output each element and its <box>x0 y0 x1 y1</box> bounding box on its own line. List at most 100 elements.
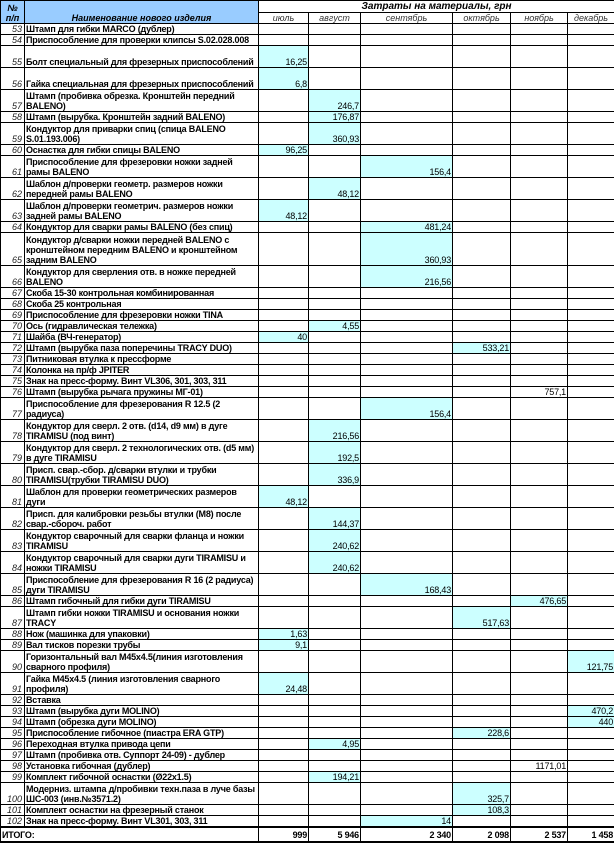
cost-cell-сентябрь <box>360 771 453 783</box>
header-month: ноябрь <box>510 12 568 24</box>
cost-cell-декабрь <box>566 441 614 464</box>
cost-cell-июль <box>258 298 309 310</box>
cost-cell-ноябрь: 476,65 <box>510 595 568 607</box>
cost-cell-октябрь <box>452 89 511 112</box>
cost-cell-сентябрь <box>360 628 453 640</box>
cost-cell-сентябрь <box>360 45 453 68</box>
cost-cell-сентябрь: 360,93 <box>360 232 453 266</box>
cost-cell-декабрь <box>566 672 614 695</box>
cost-cell-октябрь <box>452 639 511 651</box>
cost-cell-декабрь <box>566 232 614 266</box>
cost-cell-октябрь <box>452 529 511 552</box>
cost-cell-сентябрь <box>360 705 453 717</box>
row-number: 90 <box>0 650 25 673</box>
row-number: 83 <box>0 529 25 552</box>
cost-cell-август <box>308 155 361 178</box>
cost-cell-ноябрь <box>510 606 568 629</box>
table-row: 75 Знак на пресс-форму. Винт VL306, 301, … <box>0 375 614 387</box>
cost-cell-август <box>308 298 361 310</box>
table-row: 56 Гайка специальная для фрезерных приспо… <box>0 67 614 90</box>
item-name: Штамп (вырубка дуги MOLINO) <box>24 705 259 717</box>
row-number: 98 <box>0 760 25 772</box>
cost-cell-ноябрь <box>510 364 568 376</box>
cost-cell-октябрь <box>452 199 511 222</box>
cost-cell-сентябрь <box>360 342 453 354</box>
cost-cell-июль <box>258 573 309 596</box>
row-number: 61 <box>0 155 25 178</box>
cost-cell-август: 144,37 <box>308 507 361 530</box>
cost-cell-август <box>308 309 361 321</box>
row-number: 73 <box>0 353 25 365</box>
cost-cell-ноябрь <box>510 177 568 200</box>
cost-cell-август <box>308 595 361 607</box>
cost-cell-ноябрь <box>510 375 568 387</box>
cost-cell-июль <box>258 694 309 706</box>
cost-cell-сентябрь <box>360 298 453 310</box>
row-number: 92 <box>0 694 25 706</box>
table-row: 66 Кондуктор для сверления отв. в ножке п… <box>0 265 614 288</box>
cost-cell-декабрь: 121,75 <box>566 650 614 673</box>
cost-cell-август <box>308 650 361 673</box>
header-num-pp: п/п <box>0 12 25 24</box>
total-label: ИТОГО: <box>0 826 259 843</box>
cost-cell-июль <box>258 309 309 321</box>
cost-cell-декабрь: 470,2 <box>566 705 614 717</box>
header-name: Наименование нового изделия <box>24 12 259 24</box>
cost-cell-июль <box>258 815 309 828</box>
cost-cell-октябрь <box>452 595 511 607</box>
cost-cell-декабрь <box>566 331 614 343</box>
table-row: 68 Скоба 25 контрольная <box>0 298 614 310</box>
cost-cell-октябрь <box>452 287 511 299</box>
table-row: 79 Кондуктор для сверл. 2 технологических… <box>0 441 614 464</box>
cost-cell-август <box>308 485 361 508</box>
cost-cell-октябрь <box>452 45 511 68</box>
cost-cell-октябрь <box>452 67 511 90</box>
cost-cell-сентябрь: 216,56 <box>360 265 453 288</box>
cost-cell-декабрь <box>566 89 614 112</box>
cost-cell-ноябрь <box>510 694 568 706</box>
table-row: 98 Установка гибочная (дублер) 1171,01 <box>0 760 614 772</box>
item-name: Штамп гибочный для гибки дуги TIRAMISU <box>24 595 259 607</box>
cost-cell-октябрь <box>452 628 511 640</box>
table-row: 70 Ось (гидравлическая тележка) 4,55 <box>0 320 614 332</box>
row-number: 56 <box>0 67 25 90</box>
cost-cell-ноябрь <box>510 397 568 420</box>
cost-cell-октябрь <box>452 23 511 35</box>
cost-cell-июль <box>258 111 309 123</box>
cost-cell-ноябрь <box>510 639 568 651</box>
item-name: Кондуктор для сверл. 2 технологических о… <box>24 441 259 464</box>
cost-cell-октябрь <box>452 122 511 145</box>
cost-cell-ноябрь <box>510 573 568 596</box>
row-number: 77 <box>0 397 25 420</box>
cost-cell-июль <box>258 551 309 574</box>
cost-cell-август <box>308 34 361 46</box>
cost-cell-ноябрь <box>510 111 568 123</box>
cost-cell-август: 176,87 <box>308 111 361 123</box>
cost-cell-август <box>308 782 361 805</box>
cost-cell-октябрь <box>452 364 511 376</box>
cost-cell-июль <box>258 265 309 288</box>
table-row: 85 Приспособление для фрезерования R 16 (… <box>0 573 614 596</box>
row-number: 64 <box>0 221 25 233</box>
cost-cell-декабрь <box>566 397 614 420</box>
cost-cell-июль <box>258 232 309 266</box>
cost-cell-август <box>308 716 361 728</box>
cost-cell-ноябрь <box>510 507 568 530</box>
cost-cell-октябрь <box>452 232 511 266</box>
row-number: 62 <box>0 177 25 200</box>
cost-cell-декабрь <box>566 551 614 574</box>
row-number: 67 <box>0 287 25 299</box>
cost-cell-декабрь <box>566 353 614 365</box>
cost-cell-ноябрь <box>510 23 568 35</box>
cost-cell-октябрь <box>452 760 511 772</box>
row-number: 93 <box>0 705 25 717</box>
row-number: 55 <box>0 45 25 68</box>
item-name: Приспособление для проверки клипсы S.02.… <box>24 34 259 46</box>
cost-cell-июль <box>258 716 309 728</box>
cost-cell-сентябрь <box>360 111 453 123</box>
row-number: 94 <box>0 716 25 728</box>
table-row: 92 Вставка <box>0 694 614 706</box>
cost-cell-декабрь <box>566 749 614 761</box>
cost-cell-октябрь <box>452 309 511 321</box>
